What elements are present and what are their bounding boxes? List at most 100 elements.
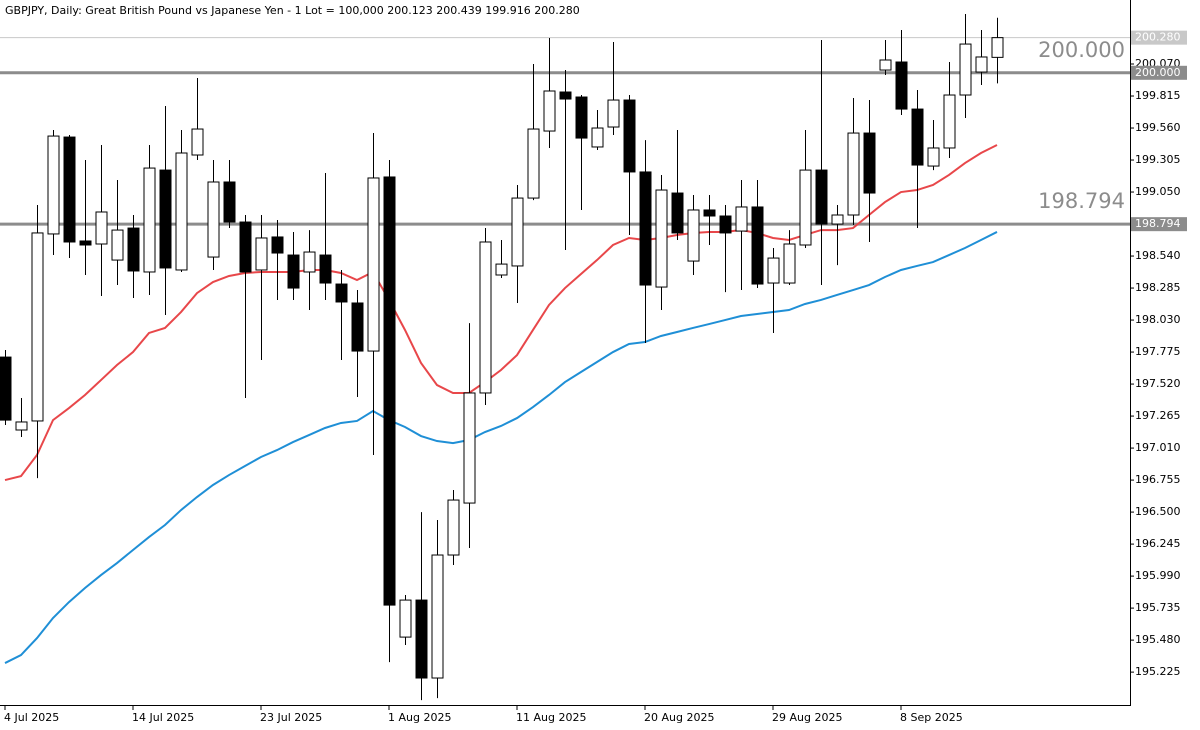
y-tick-label: 196.245 (1135, 537, 1181, 550)
candle-body (415, 599, 428, 679)
price-label-text: 200.280 (1135, 31, 1181, 44)
candle-body (831, 214, 844, 225)
candle-body (399, 599, 412, 638)
x-tick-label: 1 Aug 2025 (388, 711, 451, 724)
y-tick-label: 198.540 (1135, 249, 1181, 262)
x-tick-label: 29 Aug 2025 (772, 711, 842, 724)
x-tick-label: 8 Sep 2025 (900, 711, 963, 724)
candle-body (351, 302, 364, 352)
candle-body (991, 37, 1004, 58)
level-label: 200.000 (1038, 38, 1125, 62)
candle-body (287, 254, 300, 289)
candle-body (591, 127, 604, 148)
candle-body (319, 254, 332, 284)
candle-body (367, 177, 380, 352)
candle-body (847, 132, 860, 216)
y-tick-label: 197.775 (1135, 345, 1181, 358)
y-tick-label: 198.030 (1135, 313, 1181, 326)
y-tick-label: 197.010 (1135, 441, 1181, 454)
candle-body (111, 229, 124, 261)
candle-body (271, 236, 284, 254)
candle-body (863, 132, 876, 194)
candle-body (639, 171, 652, 286)
candle-body (879, 59, 892, 71)
y-tick-label: 196.500 (1135, 505, 1181, 518)
level-axis-label-box (1131, 217, 1187, 232)
candle-body (543, 90, 556, 132)
candle-body (559, 91, 572, 100)
candle-body (895, 61, 908, 110)
candle-body (767, 257, 780, 284)
candle-body (495, 263, 508, 276)
y-tick-label: 199.815 (1135, 89, 1181, 102)
y-tick-label: 197.265 (1135, 409, 1181, 422)
price-label-box (1131, 30, 1187, 45)
y-tick-label: 195.990 (1135, 569, 1181, 582)
candle-body (31, 232, 44, 422)
candle-body (15, 421, 28, 431)
candle-body (735, 206, 748, 232)
y-tick-label: 199.560 (1135, 121, 1181, 134)
candle-body (479, 241, 492, 394)
candle-body (655, 189, 668, 288)
candle-body (975, 56, 988, 73)
candle-body (719, 215, 732, 234)
candle-body (783, 243, 796, 284)
candle-body (95, 211, 108, 245)
level-axis-label-text: 200.000 (1135, 66, 1181, 79)
y-tick-label: 195.225 (1135, 665, 1181, 678)
candle-body (959, 43, 972, 96)
candle-body (703, 209, 716, 217)
y-tick-label: 195.480 (1135, 633, 1181, 646)
candle-body (575, 96, 588, 139)
level-axis-label-box (1131, 65, 1187, 80)
x-tick-label: 4 Jul 2025 (4, 711, 59, 724)
level-label: 198.794 (1038, 189, 1125, 213)
x-tick-label: 14 Jul 2025 (132, 711, 194, 724)
candle-body (79, 240, 92, 246)
chart-title: GBPJPY, Daily: Great British Pound vs Ja… (5, 4, 580, 17)
candle-body (159, 169, 172, 269)
candle-body (927, 147, 940, 167)
candle-body (207, 181, 220, 258)
candle-body (63, 136, 76, 243)
candle-body (607, 99, 620, 128)
candle-body (799, 169, 812, 246)
y-tick-label: 196.755 (1135, 473, 1181, 486)
y-tick-label: 199.305 (1135, 153, 1181, 166)
candle-body (0, 356, 12, 421)
candle-body (463, 392, 476, 504)
candle-body (431, 554, 444, 679)
candle-body (751, 206, 764, 285)
x-tick-label: 20 Aug 2025 (644, 711, 714, 724)
y-tick-label: 197.520 (1135, 377, 1181, 390)
candle-body (671, 192, 684, 234)
candle-body (255, 237, 268, 271)
candle-body (511, 197, 524, 267)
candle-body (127, 227, 140, 272)
candle-body (175, 152, 188, 271)
candle-body (911, 108, 924, 166)
candle-body (943, 94, 956, 149)
candle-body (383, 176, 396, 606)
candle-body (687, 209, 700, 262)
candle-body (223, 181, 236, 223)
candle-body (335, 283, 348, 303)
moving-average (4, 231, 998, 664)
candle-body (447, 499, 460, 556)
candle-body (47, 135, 60, 235)
candle-body (815, 169, 828, 225)
candle-body (191, 128, 204, 156)
candle-body (143, 167, 156, 273)
candle-body (303, 251, 316, 273)
candle-body (623, 99, 636, 173)
y-tick-label: 198.285 (1135, 281, 1181, 294)
level-axis-label-text: 198.794 (1135, 217, 1181, 230)
y-tick-label: 195.735 (1135, 601, 1181, 614)
x-tick-label: 11 Aug 2025 (516, 711, 586, 724)
candle-body (239, 221, 252, 273)
candle-body (527, 128, 540, 199)
x-tick-label: 23 Jul 2025 (260, 711, 322, 724)
moving-average (4, 144, 998, 482)
